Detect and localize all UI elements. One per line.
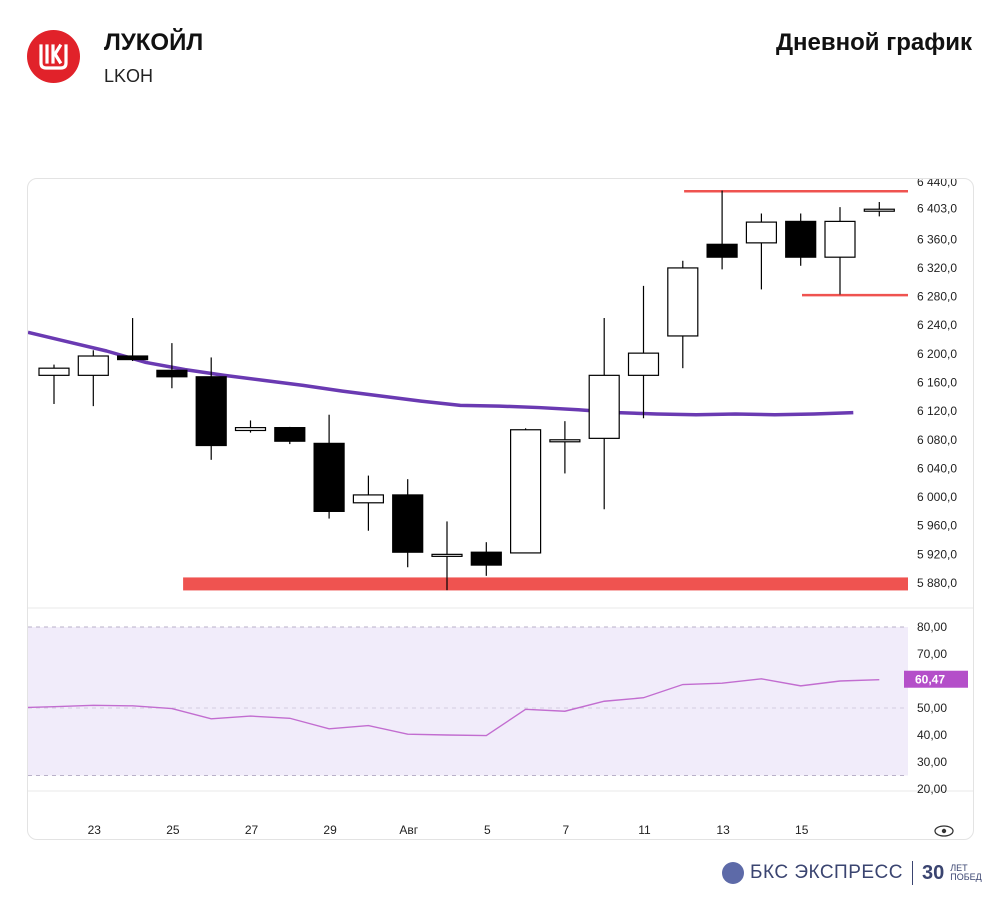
brand-logo-icon — [722, 862, 744, 884]
eye-pupil — [941, 828, 947, 834]
candle-body-8 — [352, 494, 384, 504]
candle-body-16 — [667, 267, 699, 337]
price-tick-label-4: 6 280,0 — [917, 290, 957, 304]
price-tick-label-5: 6 240,0 — [917, 318, 957, 332]
candle-body-13 — [549, 439, 581, 443]
chart-timeframe: Дневной график — [775, 29, 972, 56]
candle-body-20 — [824, 220, 856, 258]
candle-body-7 — [313, 442, 345, 512]
candle-body-4 — [195, 376, 227, 447]
candle-body-12 — [510, 429, 542, 554]
x-tick-label-1: 25 — [166, 823, 180, 837]
candle-body-15 — [627, 352, 660, 376]
price-tick-label-0: 6 440,0 — [917, 179, 957, 189]
anniversary-line2: ПОБЕД — [950, 872, 982, 882]
price-tick-label-13: 5 920,0 — [917, 547, 957, 561]
candle-body-1 — [77, 355, 109, 376]
rsi-tick-label-5: 30,00 — [917, 755, 947, 769]
x-tick-label-4: Авг — [399, 823, 418, 837]
anniversary-number: 30 — [922, 861, 945, 884]
anniversary-caption: ЛЕТ ПОБЕД — [950, 864, 981, 882]
price-tick-label-12: 5 960,0 — [917, 519, 957, 533]
rsi-tick-label-6: 20,00 — [917, 782, 947, 796]
eye-icon[interactable] — [934, 825, 954, 837]
x-tick-label-8: 13 — [716, 823, 730, 837]
candle-body-14 — [588, 374, 620, 439]
price-tick-label-11: 6 000,0 — [917, 490, 957, 504]
candle-body-19 — [785, 220, 817, 258]
anniversary-line1: ЛЕТ — [950, 863, 968, 873]
price-tick-label-10: 6 040,0 — [917, 461, 957, 475]
price-tick-label-6: 6 200,0 — [917, 347, 957, 361]
x-tick-label-9: 15 — [795, 823, 809, 837]
x-tick-label-0: 23 — [88, 823, 102, 837]
chart-frame[interactable]: 6 440,0 6 403,0 6 360,0 6 320,0 6 280,0 6 240… — [27, 178, 974, 840]
eye-outline — [934, 825, 954, 837]
price-tick-label-3: 6 320,0 — [917, 261, 957, 275]
price-tick-label-14: 5 880,0 — [917, 576, 957, 590]
candle-body-3 — [156, 369, 188, 378]
lukoil-logo-glyph — [39, 43, 68, 70]
ticker-symbol: LKOH — [104, 66, 154, 86]
candle-body-18 — [745, 221, 778, 244]
company-name: ЛУКОЙЛ — [104, 29, 204, 56]
candle-body-2 — [116, 355, 149, 361]
rsi-tick-label-1: 70,00 — [917, 647, 947, 661]
price-tick-label-9: 6 080,0 — [917, 433, 957, 447]
x-tick-label-3: 29 — [323, 823, 337, 837]
candle-body-21 — [863, 208, 895, 212]
rsi-line — [28, 678, 880, 737]
candle-body-5 — [234, 427, 267, 432]
x-tick-label-6: 7 — [563, 823, 570, 837]
candle-body-9 — [392, 494, 424, 553]
price-chart[interactable]: 6 440,0 6 403,0 6 360,0 6 320,0 6 280,0 6 240… — [28, 179, 973, 839]
candle-body-6 — [274, 427, 306, 442]
brand-divider — [912, 861, 913, 885]
x-tick-label-7: 11 — [638, 823, 651, 837]
rsi-value-label: 60,47 — [915, 673, 945, 687]
candle-body-0 — [38, 367, 70, 376]
x-tick-label-2: 27 — [245, 823, 259, 837]
price-tick-label-7: 6 160,0 — [917, 376, 957, 390]
moving-average-line — [28, 330, 854, 417]
rsi-tick-label-4: 40,00 — [917, 728, 947, 742]
brand-name: БКС ЭКСПРЕСС — [750, 862, 903, 883]
rsi-band — [28, 627, 908, 776]
support-level-2 — [183, 577, 909, 591]
rsi-tick-label-3: 50,00 — [917, 701, 947, 715]
x-tick-label-5: 5 — [484, 823, 491, 837]
footer-brand: БКС ЭКСПРЕСС 30 ЛЕТ ПОБЕД — [722, 858, 982, 888]
price-tick-label-2: 6 360,0 — [917, 232, 957, 246]
candle-body-17 — [706, 243, 738, 258]
rsi-value-badge — [904, 670, 968, 688]
rsi-tick-label-0: 80,00 — [917, 620, 947, 634]
price-tick-label-8: 6 120,0 — [917, 404, 957, 418]
candle-body-10 — [431, 553, 463, 557]
candle-body-11 — [470, 551, 502, 566]
price-tick-label-1: 6 403,0 — [917, 201, 957, 215]
lukoil-logo-icon — [27, 30, 80, 83]
